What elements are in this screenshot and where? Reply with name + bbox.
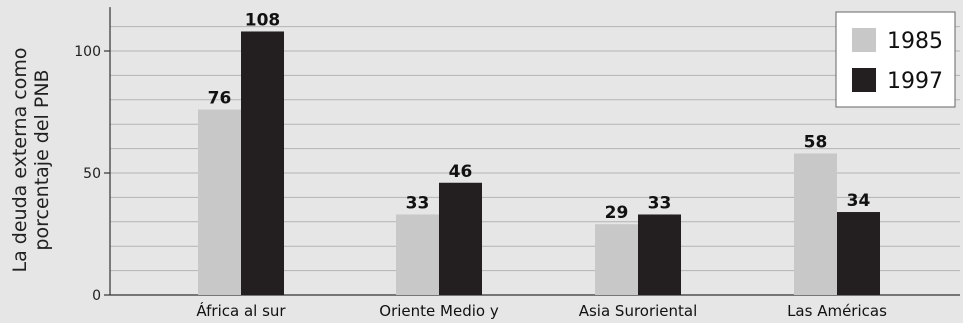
- bar-value-label: 33: [648, 193, 672, 213]
- y-tick-label: 0: [92, 288, 101, 304]
- bars: 76 108 África al sur 33 46 Oriente Medio y 29 3…: [196, 10, 887, 320]
- x-category-label: Las Américas: [787, 302, 887, 320]
- bar-value-label: 46: [449, 162, 473, 182]
- bar-value-label: 76: [208, 89, 232, 109]
- legend: 1985 1997: [835, 11, 956, 108]
- bar-value-label: 58: [804, 132, 828, 152]
- bar-1997: [638, 214, 681, 295]
- legend-swatch-1985: [852, 28, 876, 52]
- legend-label-1997: 1997: [887, 69, 943, 94]
- y-axis-title-line: La deuda externa como: [9, 48, 31, 273]
- bar-value-label: 29: [605, 203, 629, 223]
- bar-1985: [198, 109, 241, 295]
- y-axis-title-line: porcentaje del PNB: [31, 69, 53, 250]
- y-axis-title: La deuda externa como porcentaje del PNB: [9, 48, 53, 273]
- legend-label-1985: 1985: [887, 29, 943, 54]
- bar-1997: [837, 212, 880, 295]
- bar-1997: [241, 31, 284, 295]
- bar-value-label: 34: [847, 191, 871, 211]
- bar-value-label: 33: [406, 193, 430, 213]
- y-tick-label: 100: [74, 44, 101, 60]
- bar-1997: [439, 182, 482, 295]
- y-tick-label: 50: [83, 166, 101, 182]
- x-category-label: África al sur: [196, 301, 286, 320]
- legend-swatch-1997: [852, 68, 876, 92]
- bar-1985: [396, 214, 439, 295]
- bar-1985: [794, 153, 837, 295]
- bar-1985: [595, 224, 638, 295]
- x-category-label: Asia Suroriental: [579, 302, 698, 320]
- legend-box: [835, 11, 956, 108]
- bar-value-label: 108: [245, 10, 281, 30]
- x-category-label: Oriente Medio y: [379, 302, 499, 320]
